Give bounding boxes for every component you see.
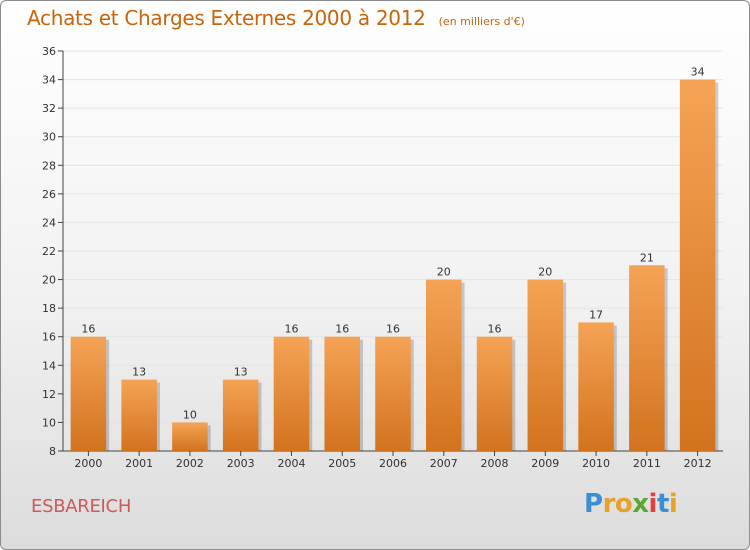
x-tick-label: 2008 — [481, 457, 509, 470]
y-tick-label: 32 — [42, 102, 56, 115]
bar-value-label: 34 — [691, 66, 705, 79]
chart-title: Achats et Charges Externes 2000 à 2012 (… — [27, 6, 525, 30]
bar — [578, 322, 614, 451]
bar-value-label: 17 — [589, 308, 603, 321]
bar-value-label: 13 — [132, 366, 146, 379]
y-tick-label: 36 — [42, 45, 56, 58]
logo-letter: x — [632, 489, 649, 519]
x-tick-label: 2000 — [74, 457, 102, 470]
y-tick-label: 8 — [49, 445, 56, 458]
bar — [222, 379, 259, 451]
y-tick-label: 26 — [42, 188, 56, 201]
bar-value-label: 10 — [183, 408, 197, 421]
bar-value-label: 16 — [386, 323, 400, 336]
x-tick-label: 2009 — [531, 457, 559, 470]
bar — [629, 265, 665, 451]
y-tick-label: 18 — [42, 302, 56, 315]
bar — [476, 336, 513, 451]
bars — [70, 79, 719, 452]
bar-value-label: 16 — [284, 323, 298, 336]
x-tick-label: 2011 — [633, 457, 661, 470]
chart-title-unit: (en milliers d'€) — [438, 15, 525, 28]
bar — [426, 279, 462, 451]
x-tick-label: 2001 — [125, 457, 153, 470]
bar — [527, 279, 564, 451]
logo-letter: P — [584, 489, 603, 519]
bar — [324, 336, 360, 451]
proxiti-logo[interactable]: Proxiti — [584, 489, 678, 519]
bar-value-label: 13 — [234, 366, 248, 379]
x-tick-label: 2004 — [277, 457, 305, 470]
logo-letter: i — [668, 489, 678, 519]
bar-value-label: 20 — [437, 266, 451, 279]
bar-value-label: 20 — [538, 266, 552, 279]
x-tick-label: 2007 — [430, 457, 458, 470]
bar — [679, 79, 716, 452]
chart-title-main: Achats et Charges Externes 2000 à 2012 — [27, 6, 426, 30]
bar-value-label: 16 — [81, 323, 95, 336]
y-tick-label: 30 — [42, 131, 56, 144]
y-tick-label: 12 — [42, 388, 56, 401]
y-tick-label: 16 — [42, 331, 56, 344]
y-tick-label: 10 — [42, 416, 56, 429]
logo-letter: o — [614, 489, 633, 519]
x-tick-label: 2010 — [582, 457, 610, 470]
y-tick-label: 20 — [42, 274, 56, 287]
logo-letter: t — [656, 489, 669, 519]
bar-value-label: 21 — [640, 251, 654, 264]
bar-value-label: 16 — [488, 323, 502, 336]
logo-letter: r — [602, 489, 616, 519]
x-tick-label: 2012 — [684, 457, 712, 470]
logo-letter: i — [648, 489, 658, 519]
bar — [121, 379, 157, 451]
y-tick-label: 34 — [42, 74, 56, 87]
bar — [70, 336, 107, 451]
x-tick-label: 2006 — [379, 457, 407, 470]
x-tick-label: 2002 — [176, 457, 204, 470]
y-tick-label: 28 — [42, 159, 56, 172]
x-tick-label: 2003 — [227, 457, 255, 470]
bar — [172, 422, 208, 451]
bar-value-label: 16 — [335, 323, 349, 336]
bar — [375, 336, 411, 451]
x-tick-label: 2005 — [328, 457, 356, 470]
bar — [273, 336, 310, 451]
y-tick-label: 14 — [42, 359, 56, 372]
labels: 8 10 12 14 16 18 20 22 24 26 28 30 32 34 36 2000 16 2001 1… — [42, 45, 712, 470]
commune-name: ESBAREICH — [31, 496, 132, 517]
y-tick-label: 24 — [42, 216, 56, 229]
y-tick-label: 22 — [42, 245, 56, 258]
